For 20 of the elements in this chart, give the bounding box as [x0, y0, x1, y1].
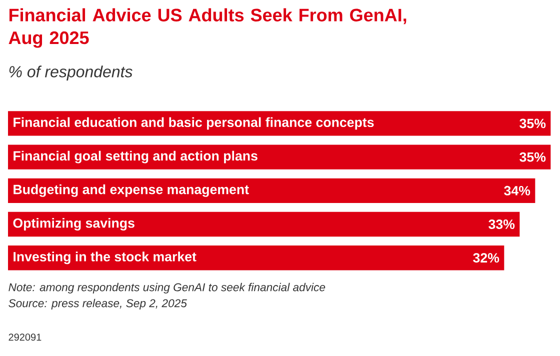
source-note: Source: press release, Sep 2, 2025 [8, 298, 187, 310]
data-label: 35% [520, 152, 546, 162]
bar [8, 111, 551, 136]
y-tick-label: Budgeting and expense management [14, 184, 249, 197]
data-label: 32% [473, 253, 500, 263]
y-tick-label: Financial goal setting and action plans [14, 150, 258, 164]
bar [8, 212, 520, 237]
bar [8, 246, 504, 270]
text: Note: among respondents using GenAI to seek financial advice [8, 282, 326, 294]
chart-subtitle: % of respondents [9, 66, 132, 81]
bar [8, 144, 551, 170]
y-tick-label: Optimizing savings [13, 218, 134, 231]
bar [8, 178, 536, 203]
y-tick-label: Financial education and basic personal finance concepts [14, 117, 374, 130]
text: 292091 [8, 334, 42, 341]
data-label: 35% [520, 118, 546, 128]
y-tick-label: Investing in the stock market [14, 252, 196, 264]
chart-title: Financial Advice US Adults Seek From GenAI, Aug 2025 [8, 8, 406, 48]
data-label: 34% [504, 186, 530, 196]
data-label: 33% [488, 220, 515, 229]
